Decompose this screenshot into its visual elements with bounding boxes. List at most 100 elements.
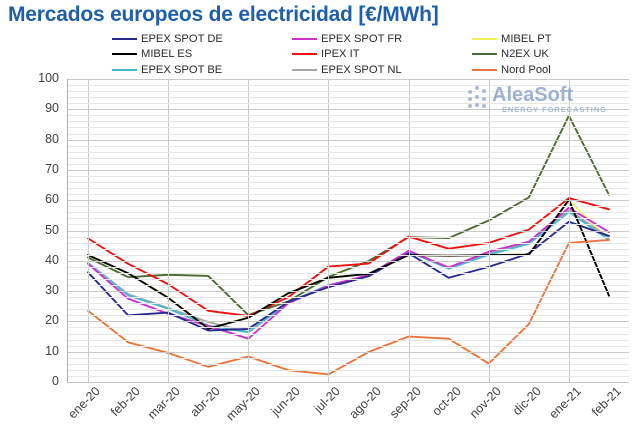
- gridline-horizontal-minor: [68, 369, 629, 371]
- gridline-horizontal-minor: [68, 266, 629, 268]
- x-axis-tick-label: ene-21: [546, 384, 584, 422]
- gridline-horizontal-minor: [68, 285, 629, 287]
- legend-color-swatch: [472, 68, 497, 71]
- series-line: [87, 197, 610, 317]
- legend-item[interactable]: N2EX UK: [472, 48, 632, 60]
- gridline-horizontal-minor: [68, 97, 629, 99]
- y-axis-tick-label: 10: [45, 343, 59, 358]
- series-line: [87, 114, 610, 316]
- gridline-horizontal-minor: [68, 157, 629, 159]
- legend-item[interactable]: EPEX SPOT FR: [292, 33, 472, 45]
- x-axis-tick-label: ago-20: [345, 384, 384, 422]
- chart-legend: EPEX SPOT DE MIBEL ES EPEX SPOT BE EPEX SPO…: [112, 31, 632, 77]
- x-axis-tick-label: sep-20: [386, 384, 424, 421]
- gridline-horizontal-minor: [68, 272, 629, 274]
- gridline-horizontal-minor: [68, 151, 629, 153]
- legend-item[interactable]: IPEX IT: [292, 48, 472, 60]
- x-axis-tick-label: mar-20: [145, 384, 184, 422]
- plot-wrapper: 0 10 20 30 40 50 60 70 80 90 100: [0, 71, 640, 388]
- y-axis-tick-label: 60: [45, 192, 59, 207]
- gridline-horizontal: [68, 109, 629, 111]
- x-axis-tick-label: ene-20: [65, 384, 103, 422]
- gridline-horizontal: [68, 79, 629, 80]
- legend-label: EPEX SPOT DE: [141, 32, 223, 45]
- legend-color-swatch: [292, 68, 317, 71]
- gridline-horizontal-minor: [68, 206, 629, 208]
- y-axis-tick-label: 0: [52, 374, 59, 388]
- y-axis-tick-label: 50: [45, 222, 59, 237]
- x-axis-tick-label: jun-20: [268, 384, 304, 419]
- gridline-horizontal-minor: [68, 357, 629, 359]
- gridline-horizontal-minor: [68, 103, 629, 105]
- gridline-horizontal: [68, 351, 629, 353]
- gridline-horizontal-minor: [68, 218, 629, 220]
- y-axis-tick-label: 20: [45, 313, 59, 328]
- gridline-horizontal-minor: [68, 182, 629, 184]
- gridline-horizontal-minor: [68, 309, 629, 311]
- legend-label: Nord Pool: [501, 63, 551, 76]
- gridline-horizontal: [68, 291, 629, 293]
- gridline-horizontal-minor: [68, 91, 629, 93]
- legend-item[interactable]: EPEX SPOT NL: [292, 64, 472, 76]
- gridline-horizontal: [68, 230, 629, 232]
- gridline-horizontal-minor: [68, 133, 629, 135]
- gridline-horizontal-minor: [68, 194, 629, 196]
- legend-color-swatch: [112, 37, 137, 40]
- legend-item[interactable]: MIBEL PT: [472, 33, 632, 45]
- gridline-horizontal: [68, 321, 629, 323]
- legend-label: N2EX UK: [501, 48, 549, 61]
- gridline-horizontal-minor: [68, 85, 629, 87]
- gridline-horizontal: [68, 382, 629, 383]
- legend-color-swatch: [112, 68, 137, 71]
- legend-item[interactable]: EPEX SPOT DE: [112, 33, 292, 45]
- gridline-horizontal-minor: [68, 163, 629, 165]
- legend-label: MIBEL PT: [501, 32, 552, 45]
- x-axis-tick-label: abr-20: [187, 384, 224, 420]
- gridline-horizontal-minor: [68, 315, 629, 317]
- gridline-horizontal-minor: [68, 339, 629, 341]
- gridline-horizontal-minor: [68, 175, 629, 177]
- gridline-horizontal: [68, 139, 629, 141]
- gridline-horizontal-minor: [68, 248, 629, 250]
- legend-color-swatch: [112, 53, 137, 56]
- gridline-horizontal-minor: [68, 236, 629, 238]
- x-axis-tick-label: jul-20: [311, 384, 344, 416]
- legend-label: EPEX SPOT BE: [141, 63, 223, 76]
- gridline-horizontal-minor: [68, 188, 629, 190]
- legend-color-swatch: [472, 37, 497, 40]
- y-axis-tick-label: 90: [45, 101, 59, 116]
- x-axis-labels: ene-20 feb-20 mar-20 abr-20 may-20 jun-20 jul-…: [0, 384, 640, 444]
- legend-label: MIBEL ES: [141, 48, 193, 61]
- gridline-horizontal-minor: [68, 254, 629, 256]
- gridline-horizontal-minor: [68, 363, 629, 365]
- legend-label: IPEX IT: [321, 48, 360, 61]
- plot-area: [67, 79, 629, 383]
- gridline-horizontal-minor: [68, 224, 629, 226]
- y-axis-labels: 0 10 20 30 40 50 60 70 80 90 100: [0, 71, 67, 388]
- x-axis-tick-label: may-20: [223, 384, 264, 424]
- gridline-horizontal-minor: [68, 375, 629, 377]
- gridline-horizontal-minor: [68, 145, 629, 147]
- x-axis-tick-label: feb-20: [108, 384, 143, 419]
- gridline-horizontal-minor: [68, 115, 629, 117]
- gridline-horizontal-minor: [68, 345, 629, 347]
- legend-color-swatch: [472, 53, 497, 56]
- gridline-horizontal-minor: [68, 303, 629, 305]
- gridline-horizontal-minor: [68, 327, 629, 329]
- x-axis-tick-label: feb-21: [588, 384, 624, 419]
- gridline-horizontal-minor: [68, 121, 629, 123]
- y-axis-tick-label: 100: [38, 71, 59, 85]
- gridline-horizontal: [68, 169, 629, 171]
- legend-item[interactable]: Nord Pool: [472, 64, 632, 76]
- y-axis-tick-label: 80: [45, 131, 59, 146]
- gridline-horizontal-minor: [68, 212, 629, 214]
- legend-item[interactable]: EPEX SPOT BE: [112, 64, 292, 76]
- gridline-horizontal-minor: [68, 333, 629, 335]
- gridline-horizontal: [68, 260, 629, 262]
- y-axis-tick-label: 40: [45, 252, 59, 267]
- y-axis-tick-label: 70: [45, 161, 59, 176]
- legend-item[interactable]: MIBEL ES: [112, 48, 292, 60]
- series-line: [87, 238, 610, 376]
- legend-color-swatch: [292, 53, 317, 56]
